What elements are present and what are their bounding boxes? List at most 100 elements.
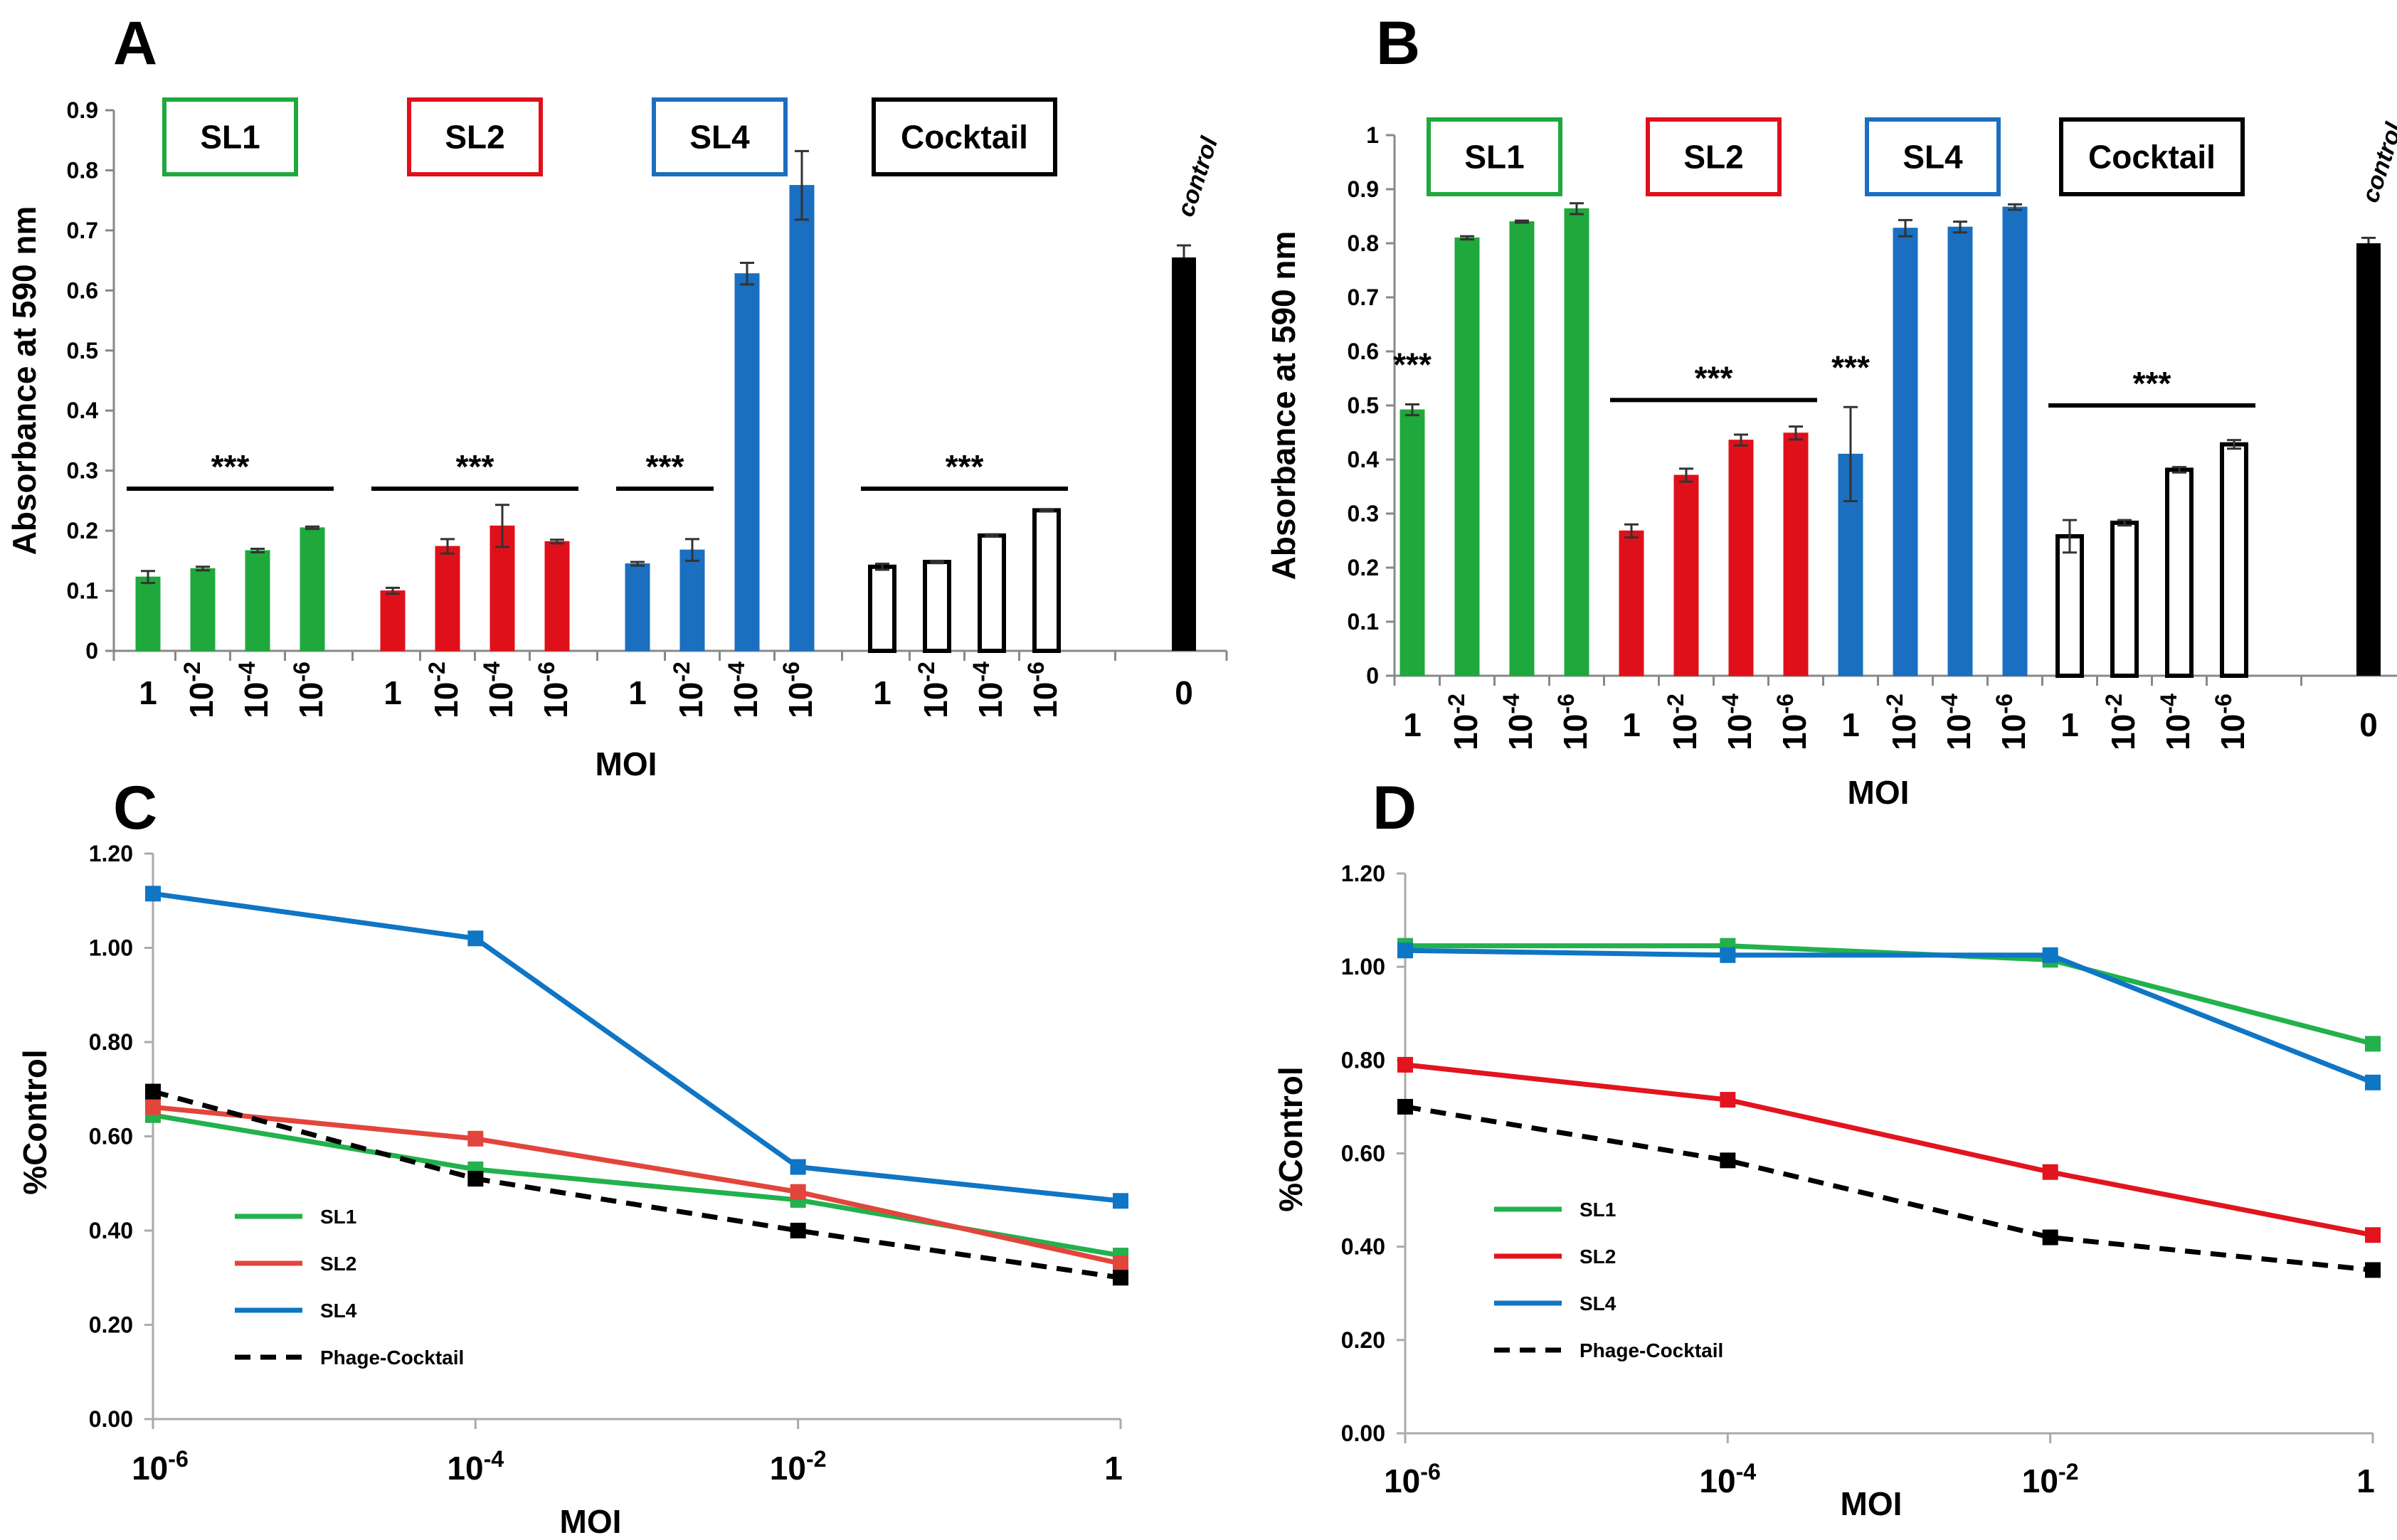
data-point <box>2365 1227 2381 1243</box>
y-tick-label: 0.2 <box>67 518 98 543</box>
bar-group-control: control 0 <box>2356 119 2397 743</box>
bar <box>245 550 270 652</box>
bar-group-control: control 0 <box>1172 133 1224 711</box>
x-tick-label: 10-6 <box>2211 694 2251 750</box>
y-tick-label: 0.4 <box>67 398 99 423</box>
bar <box>625 563 650 652</box>
panel-a: A 0 0.1 0.2 0.3 0.4 0.5 0.6 0.7 0.8 0.9 SL1 1 10-2 10-… <box>6 9 1228 782</box>
y-tick-label: 0.80 <box>89 1029 133 1055</box>
x-tick-label: 10-4 <box>724 662 764 718</box>
bar <box>868 564 896 653</box>
y-axis-title: %Control <box>16 1049 53 1194</box>
y-tick-label: 1.20 <box>89 841 133 866</box>
x-tick-label: 10-2 <box>669 662 709 718</box>
bar <box>2165 467 2194 678</box>
panel-letter: A <box>113 9 157 78</box>
x-tick-label: 10-2 <box>2022 1459 2079 1499</box>
x-tick-label: 1 <box>1403 706 1422 743</box>
bar <box>1454 237 1480 676</box>
data-point <box>1397 1098 1413 1115</box>
bar-group-sl2: SL2 1 10-2 10-4 10-6 *** <box>1610 117 1817 750</box>
control-label: control <box>1172 133 1223 221</box>
series-sl4 <box>1397 942 2381 1090</box>
group-label: SL4 <box>1903 139 1963 176</box>
series-line <box>152 1089 1121 1280</box>
data-point <box>1113 1270 1128 1286</box>
x-tick-label: 10-6 <box>778 662 819 718</box>
x-tick-label: 1 <box>2356 1462 2375 1499</box>
y-tick-label: 0.6 <box>67 277 98 303</box>
y-tick-label: 0.1 <box>1348 609 1379 634</box>
data-point <box>1720 947 1736 963</box>
group-label-box <box>872 97 1057 176</box>
legend: SL1 SL2 SL4 Phage-Cocktail <box>235 1206 464 1369</box>
panel-c: C 0.00 0.20 0.40 0.60 0.80 1.00 1.20 10-6 10-4 10-… <box>16 774 1128 1540</box>
x-tick-label: 10-2 <box>424 662 465 718</box>
y-tick-label: 0.7 <box>1348 285 1379 310</box>
data-point <box>2042 1164 2058 1180</box>
x-tick-label: 1 <box>139 674 157 711</box>
y-tick-label: 0.20 <box>1341 1327 1385 1353</box>
bar <box>2002 206 2028 676</box>
significance-stars: *** <box>2133 365 2171 402</box>
legend-label: SL1 <box>1580 1199 1616 1221</box>
x-axis-title: MOI <box>1841 1485 1903 1522</box>
y-tick-label: 0.8 <box>67 157 98 183</box>
x-tick-label: 0 <box>1175 674 1193 711</box>
bar <box>1509 221 1535 676</box>
y-tick-label: 0.00 <box>1341 1420 1385 1446</box>
x-tick-label: 10-6 <box>289 662 329 718</box>
group-label-box <box>1646 117 1782 196</box>
y-tick-label: 0.00 <box>89 1406 133 1432</box>
series-line <box>1404 947 2374 1085</box>
significance-stars: *** <box>1393 346 1432 383</box>
bar <box>435 546 460 652</box>
bar-group-sl4: SL4 1 10-2 10-4 10-6 *** <box>616 97 819 718</box>
y-tick-label: 0.5 <box>1348 393 1379 418</box>
group-label: Cocktail <box>2088 139 2216 176</box>
bar-group-cocktail: Cocktail 1 10-2 10-4 10-6 *** <box>861 97 1068 718</box>
x-tick-label: 1 <box>383 674 402 711</box>
significance-stars: *** <box>1695 359 1733 396</box>
x-tick-label: 1 <box>873 674 891 711</box>
bar <box>1619 530 1644 676</box>
significance-stars: *** <box>1831 349 1870 386</box>
bar <box>1728 440 1754 676</box>
group-label: SL1 <box>200 119 260 156</box>
x-tick-label: 10-4 <box>1498 694 1539 750</box>
group-label-box <box>162 97 298 176</box>
bar <box>2356 243 2381 676</box>
significance-stars: *** <box>946 448 984 485</box>
bar <box>1032 508 1061 654</box>
x-tick-label: 1 <box>1622 706 1641 743</box>
x-tick-label: 10-6 <box>132 1446 189 1487</box>
data-point <box>1397 942 1413 959</box>
y-tick-label: 0.20 <box>89 1312 133 1338</box>
bar-group-sl1: SL1 1 10-2 10-4 10-6 *** <box>127 97 334 718</box>
x-tick-label: 10-2 <box>179 662 220 718</box>
bar-group-cocktail: Cocktail 1 10-2 10-4 10-6 *** <box>2048 117 2255 750</box>
data-point <box>790 1223 806 1238</box>
significance-stars: *** <box>646 448 684 485</box>
group-label-box <box>2059 117 2245 196</box>
x-tick-label: 1 <box>628 674 647 711</box>
panel-d: D 0.00 0.20 0.40 0.60 0.80 1.00 1.20 10-6 10-4 10-… <box>1272 774 2381 1522</box>
x-tick-label: 10-4 <box>1937 694 1977 750</box>
bar <box>734 273 760 652</box>
x-tick-label: 10-2 <box>1882 694 1922 750</box>
series-line <box>1404 1104 2374 1273</box>
bar <box>300 527 325 652</box>
legend-label: SL2 <box>1580 1246 1616 1268</box>
series-sl2 <box>145 1099 1128 1272</box>
panel-letter: B <box>1376 9 1420 78</box>
bar <box>789 185 815 652</box>
bar <box>1893 228 1918 676</box>
bar <box>190 568 216 652</box>
group-label-box <box>407 97 543 176</box>
y-tick-label: 0.2 <box>1348 555 1379 580</box>
series-line <box>1405 943 2374 1046</box>
x-tick-label: 10-2 <box>914 662 954 718</box>
bar <box>1947 226 1973 676</box>
